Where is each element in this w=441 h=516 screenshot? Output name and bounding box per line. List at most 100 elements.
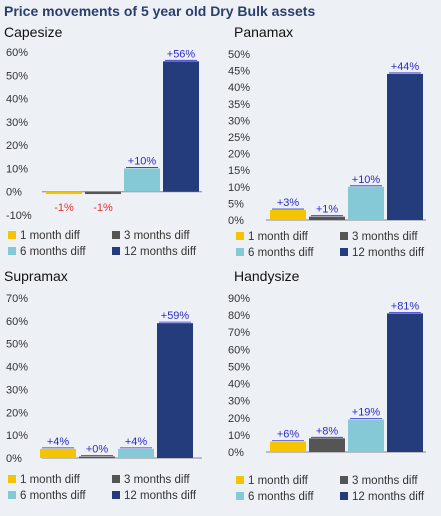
data-label: +0%: [86, 444, 109, 456]
chart-panel-handysize: Handysize 0% 10% 20% 30% 40% 50% 60% 70% 80% 90% +…: [226, 268, 440, 512]
legend-label: 12 months diff: [352, 491, 425, 503]
legend-item: 1 month diff: [8, 230, 80, 242]
y-tick-label: 10%: [6, 163, 28, 175]
legend-swatch: [236, 248, 244, 256]
legend-label: 12 months diff: [352, 247, 425, 259]
y-tick-label: 10%: [228, 182, 250, 194]
bar-6-months-diff: [348, 419, 384, 452]
data-label: +81%: [391, 300, 420, 312]
data-label: +56%: [167, 48, 196, 60]
bar-12-months-diff: [163, 61, 199, 192]
y-tick-label: 60%: [228, 344, 250, 356]
bar-1-month-diff: [270, 441, 306, 452]
y-tick-label: 20%: [228, 149, 250, 161]
legend-item: 6 months diff: [236, 491, 314, 503]
bar-chart-plot: 0% 5% 10% 15% 20% 25% 30% 35% 40% 45% 50% +3% +1% +10…: [228, 49, 426, 227]
legend-swatch: [236, 492, 244, 500]
legend-label: 12 months diff: [124, 490, 197, 502]
legend-label: 3 months diff: [352, 475, 418, 487]
y-tick-label: 30%: [6, 384, 28, 396]
bar-chart-plot: -10% 0% 10% 20% 30% 40% 50% 60% -1% -1% +10% +56%: [6, 47, 202, 222]
y-tick-label: 50%: [6, 70, 28, 82]
legend-item: 3 months diff: [340, 231, 418, 243]
y-tick-label: 20%: [6, 140, 28, 152]
legend-item: 6 months diff: [8, 490, 86, 502]
bar-6-months-diff: [118, 448, 154, 458]
data-label: +1%: [316, 204, 339, 216]
legend-swatch: [236, 232, 244, 240]
chart-title: Supramax: [4, 268, 68, 284]
data-label: +10%: [128, 155, 157, 167]
legend-item: 12 months diff: [340, 247, 424, 259]
y-tick-label: 25%: [228, 132, 250, 144]
chart-title: Handysize: [234, 268, 300, 284]
legend-label: 6 months diff: [20, 490, 86, 502]
chart-legend: 1 month diff 3 months diff 6 months diff 12…: [8, 474, 218, 508]
chart-legend: 1 month diff 3 months diff 6 months diff 12…: [236, 231, 440, 265]
legend-label: 1 month diff: [248, 475, 308, 487]
y-tick-label: 50%: [6, 339, 28, 351]
data-label: +8%: [316, 425, 339, 437]
legend-swatch: [112, 475, 120, 483]
legend-item: 12 months diff: [340, 491, 424, 503]
legend-swatch: [8, 491, 16, 499]
y-tick-label: 40%: [6, 362, 28, 374]
legend-swatch: [112, 231, 120, 239]
legend-item: 3 months diff: [112, 230, 190, 242]
y-tick-label: 40%: [228, 379, 250, 391]
legend-item: 12 months diff: [112, 246, 196, 258]
y-tick-label: 0%: [6, 453, 22, 465]
chart-panel-panamax: Panamax 0% 5% 10% 15% 20% 25% 30% 35% 40% 45% 50% +…: [226, 24, 440, 266]
legend-label: 1 month diff: [20, 474, 80, 486]
legend-label: 3 months diff: [352, 231, 418, 243]
legend-label: 1 month diff: [20, 230, 80, 242]
page-title: Price movements of 5 year old Dry Bulk a…: [4, 3, 316, 19]
legend-label: 12 months diff: [124, 246, 197, 258]
y-tick-label: 20%: [228, 413, 250, 425]
data-label: +4%: [125, 436, 148, 448]
legend-label: 3 months diff: [124, 474, 190, 486]
legend-item: 1 month diff: [236, 231, 308, 243]
legend-item: 6 months diff: [236, 247, 314, 259]
data-label: +44%: [391, 61, 420, 73]
chart-legend: 1 month diff 3 months diff 6 months diff 12…: [8, 230, 218, 264]
y-tick-label: 70%: [6, 293, 28, 305]
y-tick-label: -10%: [6, 210, 32, 222]
y-tick-label: 70%: [228, 327, 250, 339]
y-tick-label: 15%: [228, 165, 250, 177]
data-label: +6%: [277, 429, 300, 441]
legend-label: 1 month diff: [248, 231, 308, 243]
y-tick-label: 0%: [6, 187, 22, 199]
legend-item: 1 month diff: [8, 474, 80, 486]
bar-3-months-diff: [309, 438, 345, 452]
y-tick-label: 0%: [228, 447, 244, 459]
legend-swatch: [112, 491, 120, 499]
y-tick-label: 60%: [6, 316, 28, 328]
bar-12-months-diff: [387, 313, 423, 452]
legend-label: 6 months diff: [20, 246, 86, 258]
legend-swatch: [8, 247, 16, 255]
y-tick-label: 0%: [228, 215, 244, 227]
data-label: -1%: [54, 202, 74, 214]
legend-swatch: [236, 476, 244, 484]
legend-swatch: [112, 247, 120, 255]
y-tick-label: 30%: [228, 396, 250, 408]
bar-6-months-diff: [124, 168, 160, 192]
y-tick-label: 80%: [228, 310, 250, 322]
legend-swatch: [8, 231, 16, 239]
data-label: +59%: [161, 310, 190, 322]
data-label: +19%: [352, 406, 381, 418]
y-tick-label: 35%: [228, 99, 250, 111]
bar-chart-plot: 0% 10% 20% 30% 40% 50% 60% 70% 80% 90% +6% +8% +19% +…: [228, 293, 426, 459]
bar-6-months-diff: [348, 186, 384, 220]
y-tick-label: 40%: [228, 82, 250, 94]
bar-chart-plot: 0% 10% 20% 30% 40% 50% 60% 70% +4% +0% +4% +59%: [6, 293, 202, 465]
y-tick-label: 30%: [6, 117, 28, 129]
legend-swatch: [340, 248, 348, 256]
y-tick-label: 40%: [6, 94, 28, 106]
legend-swatch: [340, 492, 348, 500]
chart-title: Capesize: [4, 24, 63, 40]
legend-swatch: [340, 232, 348, 240]
legend-swatch: [8, 475, 16, 483]
data-label: +3%: [277, 197, 300, 209]
